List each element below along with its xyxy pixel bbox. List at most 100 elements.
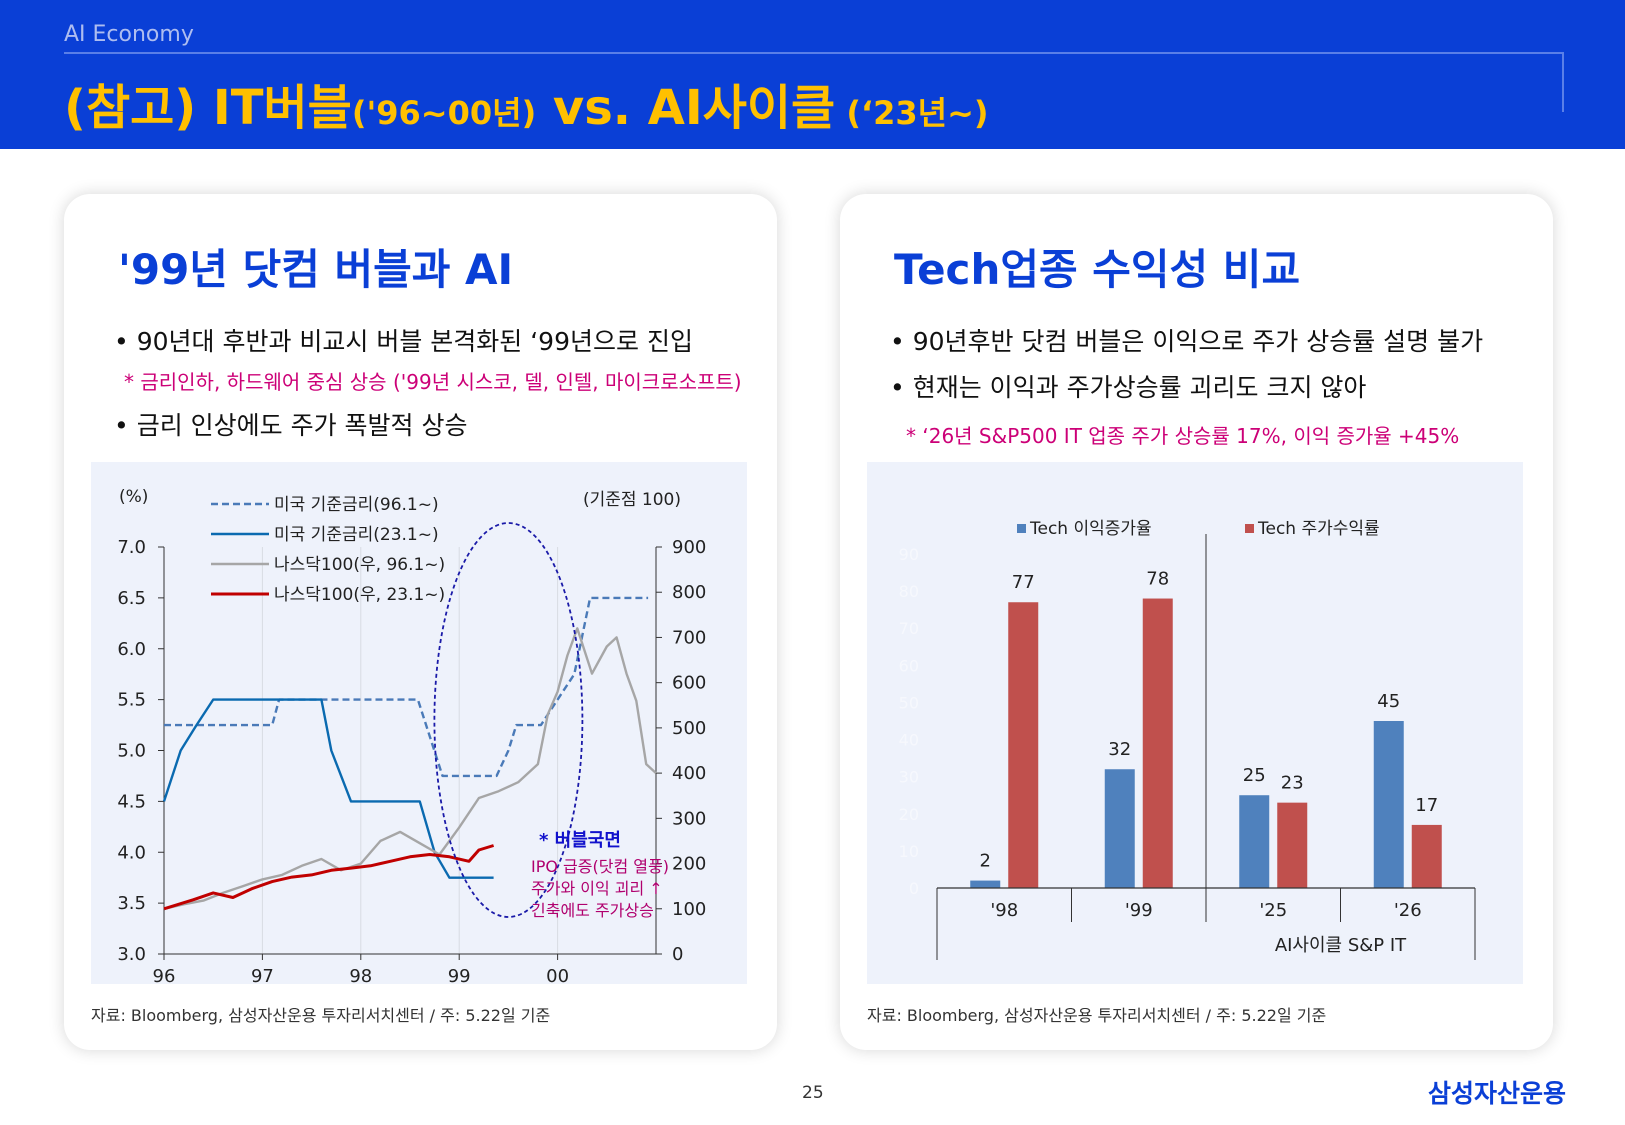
right-y-tick-label: 0 (672, 944, 683, 965)
group-label: AI사이클 S&P IT (1275, 935, 1407, 956)
data-label-1-2: 32 (1108, 739, 1131, 760)
section-label: AI Economy (64, 22, 194, 47)
left-y-tick-label: 7.0 (117, 537, 146, 558)
right-bullet-1: • 90년후반 닷컴 버블은 이익으로 주가 상승률 설명 불가 (890, 327, 1484, 356)
left-source: 자료: Bloomberg, 삼성자산운용 투자리서치센터 / 주: 5.22일… (91, 1006, 551, 1025)
right-y-tick-label: 100 (672, 899, 706, 920)
left-y-tick-label: 3.5 (117, 893, 146, 914)
legend-label-3: 나스닥100(우, 96.1~) (274, 555, 445, 575)
y-tick-label: 70 (899, 619, 919, 638)
left-panel-title: '99년 닷컴 버블과 AI (118, 245, 514, 294)
left-note: * 금리인하, 하드웨어 중심 상승 ('99년 시스코, 델, 인텔, 마이크… (124, 370, 742, 394)
data-label-1-3: 25 (1243, 765, 1266, 786)
right-panel-title: Tech업종 수익성 비교 (894, 245, 1301, 294)
right-axis-unit: (기준점 100) (583, 490, 681, 510)
right-bullet-2: • 현재는 이익과 주가상승률 괴리도 크지 않아 (890, 373, 1367, 402)
bar-2-2 (1142, 598, 1173, 888)
legend-label-2: 미국 기준금리(23.1~) (274, 525, 439, 545)
bar-1-2 (1104, 769, 1135, 888)
left-panel: '99년 닷컴 버블과 AI • 90년대 후반과 비교시 버블 본격화된 ‘9… (64, 194, 777, 1050)
x-tick-label: 96 (153, 966, 176, 984)
x-tick-label: 97 (251, 966, 274, 984)
header-divider-end (1562, 52, 1564, 112)
legend-label-1: 미국 기준금리(96.1~) (274, 495, 439, 515)
bar-chart-background: 0 10 20 30 40 50 60 70 80 90 Tech 이익증가율 Tech 주가수익률 2… (867, 462, 1523, 984)
data-label-2-4: 17 (1415, 795, 1438, 816)
y-tick-label: 30 (899, 768, 919, 787)
page-number: 25 (802, 1083, 824, 1103)
x-tick-label: '98 (990, 900, 1018, 921)
right-y-tick-label: 200 (672, 854, 706, 875)
annotation-line-3: 긴축에도 주가상승 (531, 901, 654, 920)
left-y-tick-label: 4.0 (117, 842, 146, 863)
legend-label-1: Tech 이익증가율 (1029, 519, 1152, 539)
bar-1-1 (970, 880, 1001, 888)
title-part-4: (‘23년~) (835, 94, 989, 132)
left-y-tick-label: 6.0 (117, 639, 146, 660)
title-part-3: vs. AI사이클 (536, 80, 836, 136)
left-y-tick-label: 5.0 (117, 741, 146, 762)
left-bullet-2: • 금리 인상에도 주가 폭발적 상승 (114, 411, 468, 440)
left-bullet-1: • 90년대 후반과 비교시 버블 본격화된 ‘99년으로 진입 (114, 327, 693, 356)
series-line-2 (162, 698, 494, 879)
right-y-tick-label: 400 (672, 763, 706, 784)
data-label-1-1: 2 (980, 851, 991, 872)
series-line-4 (163, 844, 495, 911)
left-y-tick-label: 3.0 (117, 944, 146, 965)
legend-label-2: Tech 주가수익률 (1257, 519, 1380, 539)
line-chart: 96 97 98 99 00 3.0 3.5 4.0 4.5 5.0 5.5 6.0 6.5 7.0 0 10… (117, 487, 706, 987)
right-note: * ‘26년 S&P500 IT 업종 주가 상승률 17%, 이익 증가율 +… (906, 424, 1460, 448)
line-chart-background: 96 97 98 99 00 3.0 3.5 4.0 4.5 5.0 5.5 6.0 6.5 7.0 0 10… (91, 462, 747, 987)
bar-1-4 (1373, 721, 1404, 888)
right-y-tick-label: 600 (672, 673, 706, 694)
series-line-1 (164, 596, 649, 778)
bar-chart: 0 10 20 30 40 50 60 70 80 90 Tech 이익증가율 Tech 주가수익률 2… (899, 519, 1476, 960)
data-label-2-2: 78 (1146, 569, 1169, 590)
y-tick-label: 50 (899, 693, 919, 712)
company-logo: 삼성자산운용 (1428, 1079, 1567, 1108)
annotation-title: * 버블국면 (539, 830, 621, 851)
x-tick-label: 98 (349, 966, 372, 984)
y-tick-label: 40 (899, 731, 919, 750)
data-label-1-4: 45 (1377, 691, 1400, 712)
annotation-line-1: IPO 급증(닷컴 열풍) (531, 857, 669, 876)
x-tick-label: '26 (1394, 900, 1422, 921)
y-tick-label: 60 (899, 656, 919, 675)
legend-swatch-2 (1245, 524, 1254, 533)
data-label-2-1: 77 (1012, 572, 1035, 593)
right-panel: Tech업종 수익성 비교 • 90년후반 닷컴 버블은 이익으로 주가 상승률… (840, 194, 1553, 1050)
left-y-tick-label: 5.5 (117, 690, 146, 711)
right-y-tick-label: 800 (672, 582, 706, 603)
title-part-1: (참고) IT버블 (64, 80, 352, 136)
y-tick-label: 0 (909, 879, 919, 898)
y-tick-label: 10 (899, 842, 919, 861)
legend-label-4: 나스닥100(우, 23.1~) (274, 585, 445, 605)
x-tick-label: 00 (546, 966, 569, 984)
bar-2-4 (1411, 824, 1442, 888)
left-y-tick-label: 6.5 (117, 588, 146, 609)
legend-swatch-1 (1017, 524, 1026, 533)
page-title: (참고) IT버블('96~00년) vs. AI사이클 (‘23년~) (64, 68, 989, 138)
title-part-2: ('96~00년) (351, 94, 537, 132)
right-y-tick-label: 700 (672, 627, 706, 648)
y-tick-label: 80 (899, 582, 919, 601)
left-axis-unit: (%) (119, 487, 148, 507)
left-y-tick-label: 4.5 (117, 791, 146, 812)
x-tick-label: 99 (448, 966, 471, 984)
right-y-tick-label: 500 (672, 718, 706, 739)
right-source: 자료: Bloomberg, 삼성자산운용 투자리서치센터 / 주: 5.22일… (867, 1006, 1327, 1025)
right-y-tick-label: 300 (672, 808, 706, 829)
data-label-2-3: 23 (1281, 773, 1304, 794)
right-y-tick-label: 900 (672, 537, 706, 558)
y-tick-label: 20 (899, 805, 919, 824)
x-tick-label: '99 (1125, 900, 1153, 921)
series-line-3 (163, 627, 657, 910)
header-bar: AI Economy (참고) IT버블('96~00년) vs. AI사이클 … (0, 0, 1625, 149)
bar-1-3 (1239, 795, 1270, 888)
bar-2-1 (1008, 602, 1039, 888)
y-tick-label: 90 (899, 545, 919, 564)
bar-2-3 (1277, 802, 1308, 888)
header-divider (64, 52, 1564, 54)
x-tick-label: '25 (1259, 900, 1287, 921)
annotation-line-2: 주가와 이익 괴리 ↑ (531, 879, 663, 898)
